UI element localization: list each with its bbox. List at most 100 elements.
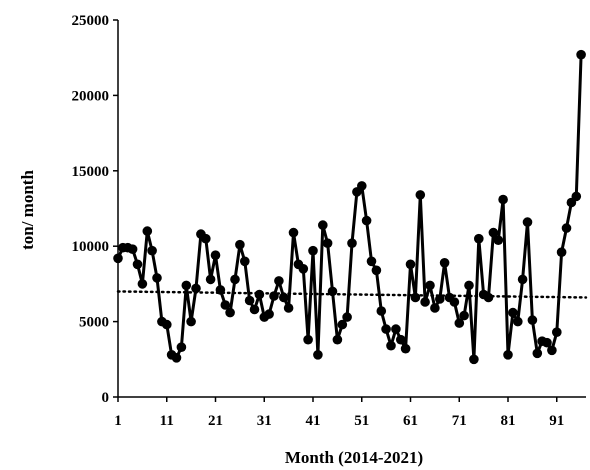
data-point-63 <box>415 190 426 200</box>
data-point-1 <box>113 253 123 264</box>
data-point-41 <box>308 245 318 256</box>
data-point-83 <box>513 316 523 327</box>
data-point-24 <box>225 307 235 318</box>
y-tick-label: 25000 <box>72 13 110 29</box>
x-tick-label: 31 <box>257 413 272 429</box>
data-point-30 <box>254 289 265 300</box>
data-point-23 <box>220 300 231 310</box>
data-point-6 <box>137 279 148 289</box>
data-point-37 <box>288 227 299 238</box>
data-point-61 <box>405 259 416 270</box>
y-tick-label: 15000 <box>72 164 110 180</box>
data-point-62 <box>410 292 421 303</box>
data-point-68 <box>439 258 450 268</box>
data-point-49 <box>347 238 357 248</box>
data-point-82 <box>508 307 518 318</box>
data-point-11 <box>162 319 172 330</box>
data-point-57 <box>386 340 396 351</box>
data-point-70 <box>449 297 460 307</box>
data-point-27 <box>240 256 250 267</box>
data-point-78 <box>488 227 499 238</box>
data-point-64 <box>420 297 430 307</box>
x-tick-label: 91 <box>549 413 564 429</box>
data-point-96 <box>576 49 586 60</box>
data-point-14 <box>176 342 187 353</box>
data-point-4 <box>127 244 138 254</box>
data-point-51 <box>357 181 367 191</box>
data-point-72 <box>459 310 469 321</box>
series-line <box>116 54 583 361</box>
data-point-20 <box>205 274 216 285</box>
data-point-90 <box>547 345 557 356</box>
data-point-42 <box>313 350 323 360</box>
data-point-67 <box>435 294 445 304</box>
data-point-55 <box>376 306 387 316</box>
data-point-25 <box>230 274 240 285</box>
data-point-59 <box>396 334 406 345</box>
data-point-75 <box>474 233 484 244</box>
data-point-56 <box>381 324 391 334</box>
data-point-77 <box>483 292 494 303</box>
data-point-43 <box>318 220 328 230</box>
data-point-91 <box>552 327 562 338</box>
data-point-48 <box>342 312 352 322</box>
data-point-66 <box>430 303 440 313</box>
y-tick-label: 20000 <box>72 88 110 104</box>
y-tick-label: 10000 <box>72 239 110 255</box>
data-point-80 <box>498 194 508 205</box>
data-point-33 <box>269 291 279 301</box>
data-point-40 <box>303 334 313 345</box>
data-point-16 <box>186 316 196 327</box>
data-point-26 <box>235 239 245 250</box>
data-point-71 <box>454 318 465 328</box>
data-point-73 <box>464 280 474 291</box>
data-point-53 <box>366 256 377 267</box>
data-point-89 <box>542 337 552 348</box>
data-point-34 <box>274 276 284 286</box>
data-point-7 <box>142 226 153 236</box>
data-point-81 <box>503 350 513 360</box>
y-tick-labels: 0 5000 10000 15000 20000 25000 <box>72 13 110 406</box>
data-point-60 <box>400 343 411 354</box>
x-tick-label: 41 <box>306 413 321 429</box>
data-point-17 <box>191 283 201 294</box>
data-point-79 <box>493 235 504 245</box>
y-tick-label: 0 <box>102 390 110 406</box>
x-tick-label: 51 <box>354 413 369 429</box>
data-point-65 <box>425 280 435 291</box>
data-point-58 <box>391 324 401 334</box>
data-point-44 <box>322 238 333 248</box>
data-point-36 <box>283 303 294 313</box>
data-point-19 <box>201 233 211 244</box>
data-point-52 <box>361 215 372 226</box>
data-point-39 <box>298 264 309 274</box>
data-point-54 <box>371 265 382 276</box>
data-point-47 <box>337 319 348 330</box>
data-point-45 <box>327 286 338 297</box>
data-point-21 <box>210 250 221 260</box>
x-tick-label: 11 <box>160 413 174 429</box>
tick-marks <box>113 19 558 402</box>
data-point-5 <box>132 259 143 270</box>
data-point-85 <box>522 217 533 227</box>
y-axis-title: ton/ month <box>18 170 37 250</box>
data-point-22 <box>215 285 226 295</box>
data-point-15 <box>181 280 192 291</box>
data-point-84 <box>517 274 528 285</box>
x-tick-label: 71 <box>452 413 467 429</box>
data-point-92 <box>556 247 567 257</box>
x-tick-label: 1 <box>114 413 122 429</box>
x-tick-labels: 1 11 21 31 41 51 61 71 81 91 <box>114 413 564 429</box>
x-axis-title: Month (2014-2021) <box>285 448 423 467</box>
data-point-93 <box>561 223 572 233</box>
data-point-74 <box>469 354 479 365</box>
data-point-87 <box>532 348 543 359</box>
data-point-28 <box>244 295 255 306</box>
data-point-8 <box>147 245 157 256</box>
data-point-46 <box>332 334 343 345</box>
x-tick-label: 61 <box>403 413 418 429</box>
data-point-9 <box>152 273 162 283</box>
data-point-29 <box>249 304 260 315</box>
x-tick-label: 81 <box>501 413 516 429</box>
